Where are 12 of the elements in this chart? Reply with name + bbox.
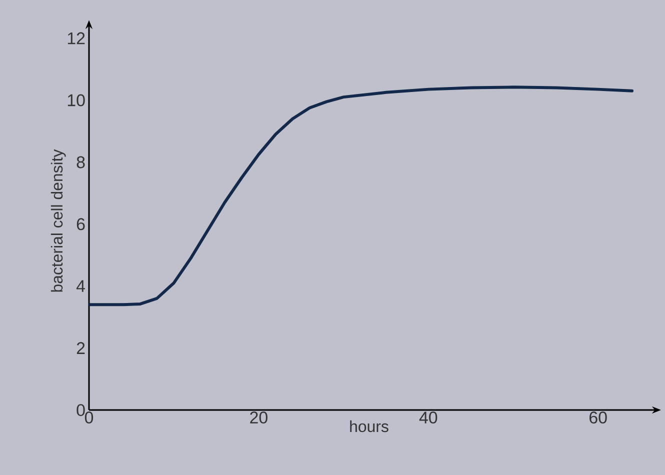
x-tick-label: 0 [84, 412, 94, 424]
y-tick-label: 8 [76, 156, 85, 168]
y-tick-label: 4 [76, 280, 85, 292]
x-tick-label: 60 [590, 412, 607, 424]
y-axis-title: bacterial cell density [50, 149, 66, 292]
y-tick-label: 10 [68, 94, 85, 106]
x-axis-title: hours [350, 420, 388, 432]
y-tick-label: 2 [76, 342, 85, 354]
x-tick-label: 20 [250, 412, 268, 424]
y-tick-label: 6 [76, 218, 85, 230]
y-tick-label: 12 [68, 32, 85, 44]
x-tick-label: 40 [419, 412, 438, 424]
